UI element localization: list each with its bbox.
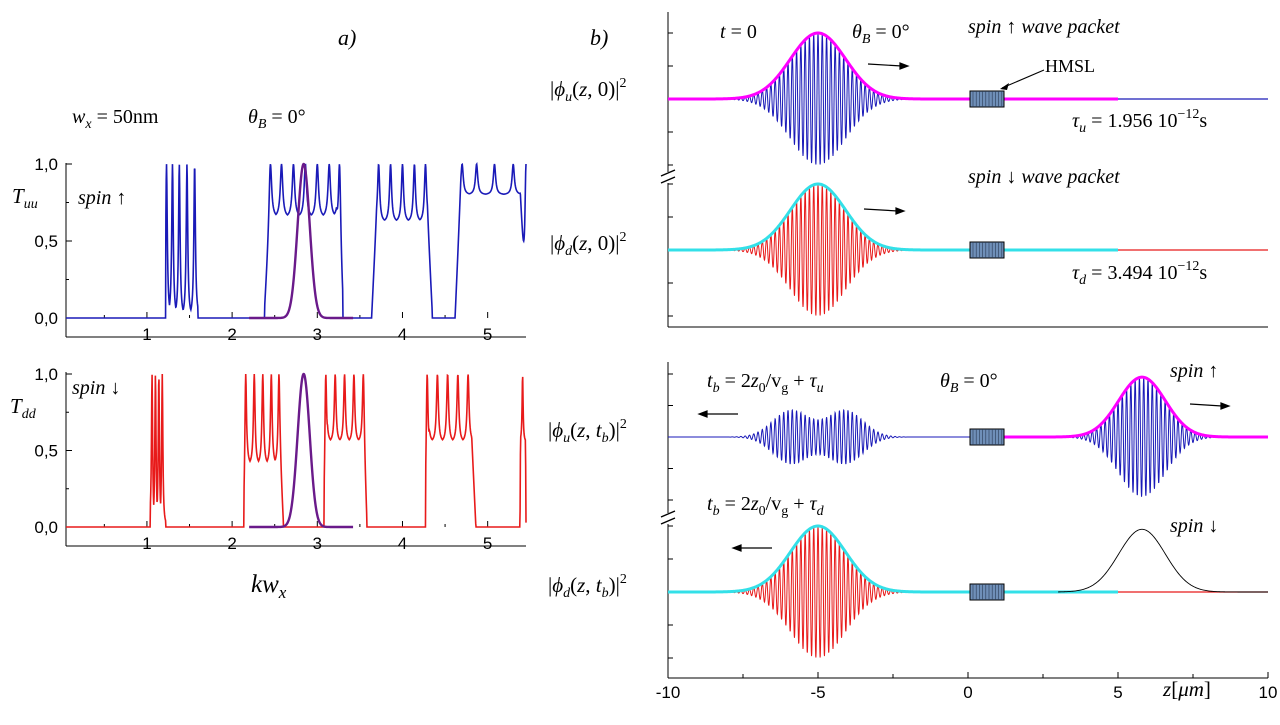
panel-b-theta-text: θB = 0° xyxy=(852,21,910,47)
wave-envelope-line xyxy=(668,182,1118,252)
panel-a-top-ticks: 1 2 3 4 5 0,0 0,5 1,0 xyxy=(34,155,492,344)
hmsl-pointer-head xyxy=(1000,83,1009,90)
direction-arrows xyxy=(697,62,1231,552)
arrow-left-icon xyxy=(731,544,742,552)
y-tick-label: 0,0 xyxy=(34,518,58,537)
panel-a-bottom-ylabel: Tdd xyxy=(10,394,37,422)
trace-2 xyxy=(668,182,1268,317)
trace-3-spin: spin ↑ xyxy=(1170,360,1218,382)
trace-3-time: tb = 2z0/vg + τu xyxy=(707,370,824,396)
x-tick-label: 10 xyxy=(1259,683,1278,702)
x-tick-label: -5 xyxy=(810,683,825,702)
trace-2-tau: τd = 3.494 10−12s xyxy=(1072,259,1207,288)
x-tick-label: 1 xyxy=(142,534,151,553)
panel-b-label: b) xyxy=(590,25,608,50)
x-tick-label: 5 xyxy=(483,325,492,344)
trace-4-ylabel: |ϕd(z, tb)|2 xyxy=(548,572,627,601)
x-tick-label: 2 xyxy=(227,325,236,344)
panel-a-top-plot xyxy=(66,162,527,320)
arrow-left-icon xyxy=(697,410,708,418)
y-tick-label: 1,0 xyxy=(34,155,58,174)
arrow-right-icon xyxy=(1220,402,1231,410)
panel-b-top-frame xyxy=(660,12,1268,328)
transmission-line xyxy=(66,162,527,319)
hmsl-block xyxy=(969,241,1005,259)
wave-envelope-line xyxy=(668,31,1118,101)
axis-break-mark xyxy=(660,510,676,525)
packet-spectrum-line xyxy=(249,372,354,529)
trace-2-note: spin ↓ wave packet xyxy=(968,166,1120,188)
panel-b-traces xyxy=(668,31,1268,659)
x-tick-label: 3 xyxy=(313,325,322,344)
wave-oscillation-line xyxy=(668,377,1268,497)
x-tick-label: 3 xyxy=(313,534,322,553)
x-tick-label: 0 xyxy=(963,683,972,702)
panel-b-xlabel: z[μm] xyxy=(1162,677,1211,701)
hmsl-rect xyxy=(969,241,1005,259)
panel-b-bottom-frame: -10 -5 0 5 10 xyxy=(656,362,1278,702)
hmsl-rect xyxy=(969,90,1005,108)
trace-1-ylabel: |ϕu(z, 0)|2 xyxy=(550,76,626,105)
hmsl-rect xyxy=(969,583,1005,601)
panel-a-xlabel: kwx xyxy=(251,571,287,602)
trace-3-ylabel: |ϕu(z, tb)|2 xyxy=(548,417,627,446)
trace-2-ylabel: |ϕd(z, 0)|2 xyxy=(550,230,626,259)
x-tick-label: 2 xyxy=(227,534,236,553)
panel-a-bottom-ticks: 1 2 3 4 5 0,0 0,5 1,0 xyxy=(34,365,492,553)
arrow-right-icon xyxy=(899,62,910,70)
trace-3 xyxy=(668,373,1268,501)
wave-envelope-line xyxy=(995,375,1268,439)
trace-4 xyxy=(668,524,1268,659)
panel-a-bottom-spin-label: spin ↓ xyxy=(72,377,120,399)
trace-4-time: tb = 2z0/vg + τd xyxy=(707,493,825,519)
reference-packet-line xyxy=(1057,528,1268,593)
y-tick-label: 1,0 xyxy=(34,365,58,384)
y-tick-label: 0,0 xyxy=(34,309,58,328)
x-tick-label: 4 xyxy=(398,534,407,553)
panel-a-top-spin-label: spin ↑ xyxy=(78,187,126,209)
arrow-right-icon xyxy=(863,208,899,212)
packet-spectrum-line xyxy=(249,162,354,320)
hmsl-block xyxy=(969,583,1005,601)
y-tick-label: 0,5 xyxy=(34,232,58,251)
trace-1-note: spin ↑ wave packet xyxy=(968,16,1120,38)
panel-a-bottom-plot xyxy=(66,372,527,529)
x-tick-label: 1 xyxy=(142,325,151,344)
wave-envelope-line xyxy=(668,524,1118,594)
arrow-right-icon xyxy=(1189,403,1223,407)
hmsl-pointer xyxy=(1001,69,1045,89)
y-tick-label: 0,5 xyxy=(34,442,58,461)
panel-a-wx-text: wx = 50nm xyxy=(72,106,159,132)
panel-a-label: a) xyxy=(338,25,356,50)
trace-3-theta: θB = 0° xyxy=(940,370,998,396)
trace-1-tau: τu = 1.956 10−12s xyxy=(1072,107,1207,136)
arrow-right-icon xyxy=(867,63,903,67)
panel-b-x-ticks: -10 -5 0 5 10 xyxy=(656,672,1278,702)
panel-b-t0-text: t = 0 xyxy=(720,21,757,43)
hmsl-block xyxy=(969,90,1005,108)
panel-a-top-ylabel: Tuu xyxy=(12,184,38,212)
x-tick-label: -10 xyxy=(656,683,681,702)
arrow-right-icon xyxy=(895,207,906,215)
trace-4-spin: spin ↓ xyxy=(1170,515,1218,537)
hmsl-rect xyxy=(969,428,1005,446)
trace-1 xyxy=(668,31,1268,166)
panel-a-top-axes: Tuu spin ↑ 1 2 3 4 5 0,0 0,5 1,0 xyxy=(12,155,527,344)
hmsl-block xyxy=(969,428,1005,446)
x-tick-label: 5 xyxy=(483,534,492,553)
transmission-line xyxy=(66,373,527,528)
x-tick-label: 4 xyxy=(398,325,407,344)
panel-a-bottom-axes: Tdd spin ↓ 1 2 3 4 5 0,0 0,5 1,0 xyxy=(10,365,527,553)
panel-a-theta-text: θB = 0° xyxy=(248,106,306,132)
hmsl-label: HMSL xyxy=(1045,56,1095,76)
x-tick-label: 5 xyxy=(1113,683,1122,702)
axis-break-mark xyxy=(660,169,676,184)
